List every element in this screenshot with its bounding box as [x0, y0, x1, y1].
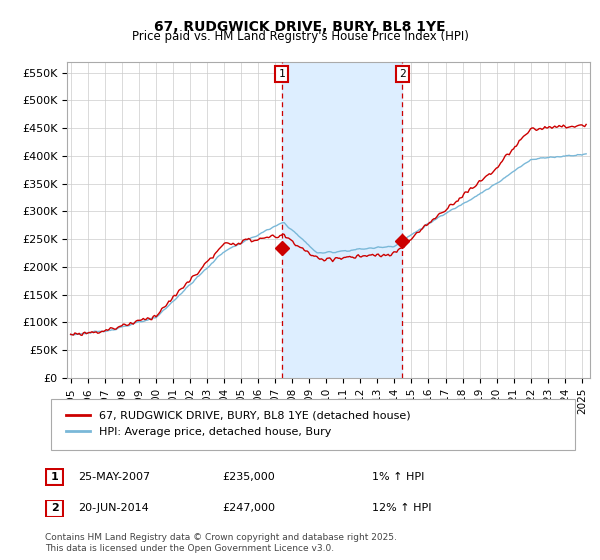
FancyBboxPatch shape [46, 501, 63, 516]
Text: Price paid vs. HM Land Registry's House Price Index (HPI): Price paid vs. HM Land Registry's House … [131, 30, 469, 43]
Text: 20-JUN-2014: 20-JUN-2014 [78, 503, 149, 514]
Text: £235,000: £235,000 [222, 472, 275, 482]
Legend: 67, RUDGWICK DRIVE, BURY, BL8 1YE (detached house), HPI: Average price, detached: 67, RUDGWICK DRIVE, BURY, BL8 1YE (detac… [59, 404, 417, 444]
Text: 2: 2 [399, 69, 406, 80]
Text: 1: 1 [51, 472, 58, 482]
Text: 67, RUDGWICK DRIVE, BURY, BL8 1YE: 67, RUDGWICK DRIVE, BURY, BL8 1YE [154, 20, 446, 34]
Text: 1: 1 [278, 69, 285, 80]
Text: 2: 2 [51, 503, 58, 514]
Text: 1% ↑ HPI: 1% ↑ HPI [372, 472, 424, 482]
FancyBboxPatch shape [50, 399, 575, 450]
Text: 25-MAY-2007: 25-MAY-2007 [78, 472, 150, 482]
Text: 12% ↑ HPI: 12% ↑ HPI [372, 503, 431, 514]
Bar [281, 62, 403, 378]
Text: £247,000: £247,000 [222, 503, 275, 514]
Text: Contains HM Land Registry data © Crown copyright and database right 2025.
This d: Contains HM Land Registry data © Crown c… [45, 533, 397, 553]
FancyBboxPatch shape [46, 469, 63, 485]
